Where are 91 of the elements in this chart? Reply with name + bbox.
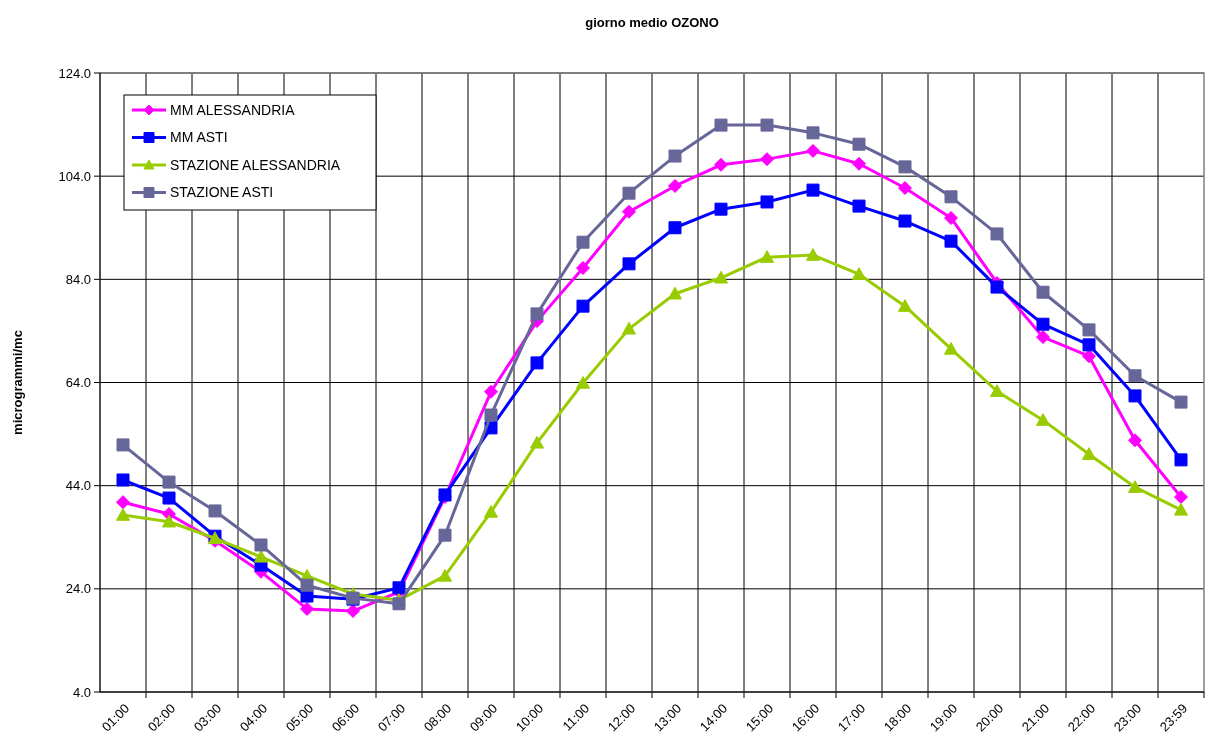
- point: [622, 204, 636, 219]
- point: [898, 160, 912, 174]
- point: [898, 299, 912, 312]
- point: [990, 280, 1004, 294]
- point: [1128, 389, 1142, 403]
- point: [990, 227, 1004, 241]
- point: [1082, 447, 1096, 460]
- point: [806, 183, 820, 197]
- point: [852, 156, 866, 171]
- point: [852, 137, 866, 151]
- point: [162, 491, 176, 505]
- point: [1174, 395, 1188, 409]
- point: [898, 214, 912, 228]
- point: [1174, 490, 1188, 505]
- point: [806, 143, 820, 158]
- y-axis-title: microgrammi/mc: [10, 330, 25, 435]
- point: [1174, 502, 1188, 516]
- point: [1036, 285, 1050, 299]
- point: [760, 118, 774, 132]
- point: [530, 307, 544, 321]
- y-tick-label: 24.0: [65, 581, 91, 597]
- point: [484, 408, 498, 422]
- point: [576, 299, 590, 313]
- point: [668, 221, 682, 235]
- point: [392, 597, 406, 611]
- point: [668, 178, 682, 193]
- point: [346, 604, 360, 619]
- point: [1174, 453, 1188, 467]
- point: [1036, 413, 1050, 426]
- point: [622, 321, 636, 335]
- point: [944, 210, 958, 225]
- point: [1036, 330, 1050, 345]
- point: [898, 181, 912, 196]
- point: [576, 260, 590, 275]
- point: [116, 495, 130, 510]
- point: [300, 578, 314, 592]
- y-tick-label: 4.0: [72, 684, 91, 700]
- point: [484, 504, 498, 518]
- point: [576, 235, 590, 249]
- legend-label: STAZIONE ASTI: [170, 184, 274, 201]
- point: [162, 475, 176, 489]
- legend-label: STAZIONE ALESSANDRIA: [170, 156, 341, 173]
- legend-label: MM ASTI: [170, 129, 228, 146]
- y-tick-label: 64.0: [65, 375, 91, 391]
- point: [1082, 323, 1096, 337]
- chart-title: giorno medio OZONO: [585, 15, 719, 30]
- point: [1128, 433, 1142, 448]
- point: [116, 508, 130, 521]
- y-tick-label: 104.0: [58, 168, 91, 184]
- point: [438, 568, 452, 582]
- point: [944, 190, 958, 204]
- point: [116, 473, 130, 487]
- point: [622, 257, 636, 271]
- point: [714, 157, 728, 172]
- y-tick-label: 44.0: [65, 478, 91, 494]
- point: [806, 248, 820, 261]
- point: [806, 126, 820, 140]
- point: [1082, 338, 1096, 352]
- point: [1082, 349, 1096, 364]
- point: [668, 149, 682, 163]
- y-tick-label: 84.0: [65, 271, 91, 287]
- point: [530, 435, 544, 449]
- point: [1128, 480, 1142, 493]
- point: [530, 356, 544, 370]
- point: [300, 601, 314, 616]
- point: [254, 538, 268, 552]
- point: [760, 195, 774, 209]
- point: [714, 202, 728, 216]
- point: [576, 376, 590, 389]
- point: [622, 186, 636, 200]
- point: [392, 581, 406, 595]
- point: [668, 286, 682, 300]
- legend-label: MM ALESSANDRIA: [170, 101, 296, 118]
- point: [714, 270, 728, 284]
- point: [714, 118, 728, 132]
- point: [852, 267, 866, 280]
- y-tick-label: 124.0: [58, 65, 91, 81]
- point: [944, 234, 958, 248]
- point: [944, 341, 958, 355]
- point: [254, 549, 268, 563]
- point: [1036, 317, 1050, 331]
- point: [990, 384, 1004, 397]
- point: [162, 514, 176, 528]
- point: [484, 384, 498, 399]
- point: [760, 152, 774, 167]
- point: [760, 250, 774, 263]
- point: [438, 528, 452, 542]
- point: [208, 504, 222, 518]
- point: [852, 199, 866, 213]
- point: [116, 438, 130, 452]
- point: [1128, 369, 1142, 383]
